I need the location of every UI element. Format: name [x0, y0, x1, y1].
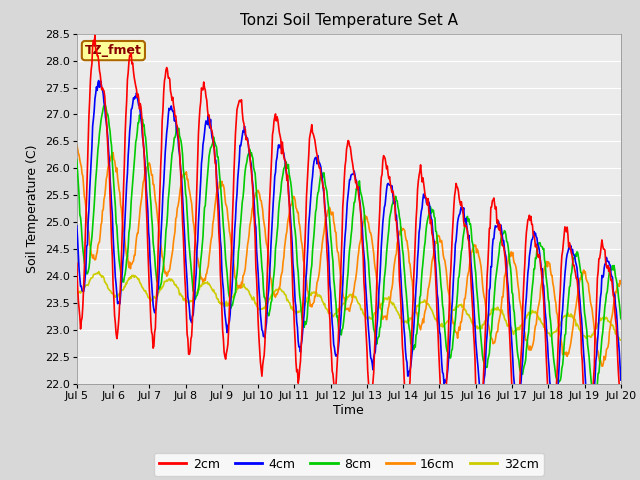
X-axis label: Time: Time — [333, 404, 364, 417]
Title: Tonzi Soil Temperature Set A: Tonzi Soil Temperature Set A — [240, 13, 458, 28]
Legend: 2cm, 4cm, 8cm, 16cm, 32cm: 2cm, 4cm, 8cm, 16cm, 32cm — [154, 453, 543, 476]
Text: TZ_fmet: TZ_fmet — [85, 44, 142, 57]
Y-axis label: Soil Temperature (C): Soil Temperature (C) — [26, 144, 40, 273]
